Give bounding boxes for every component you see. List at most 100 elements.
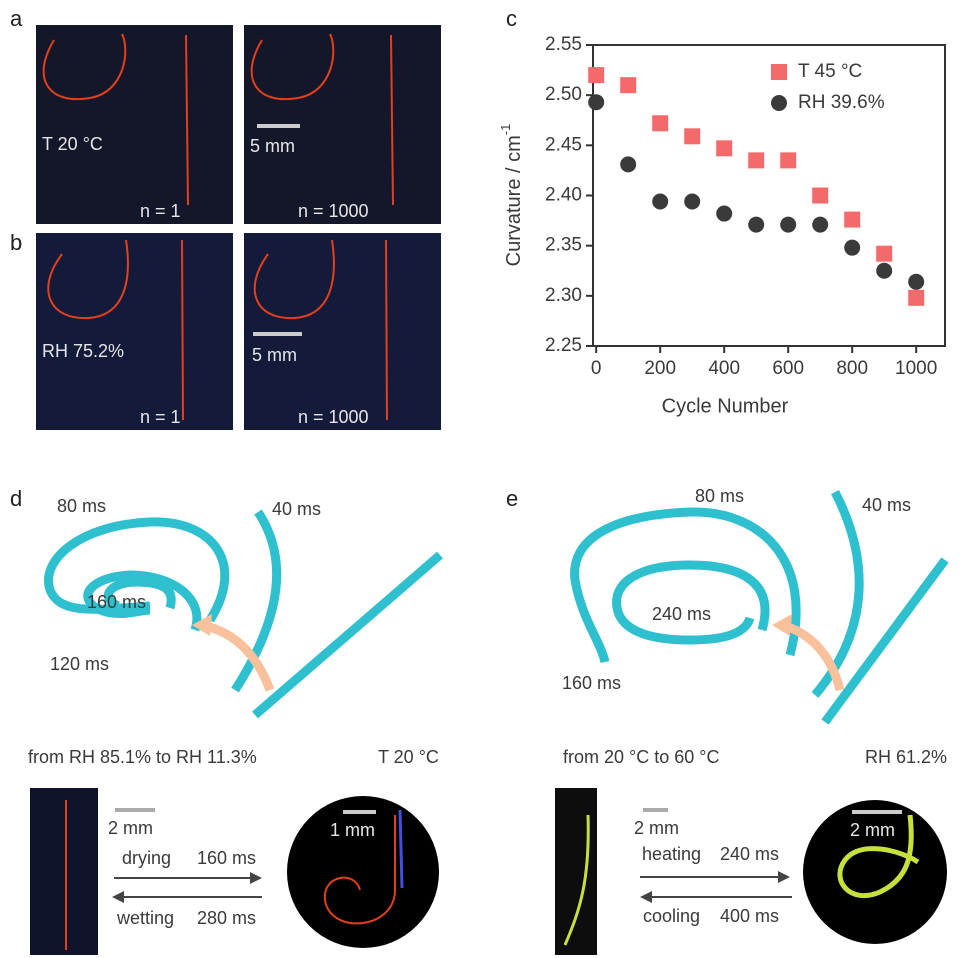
data-point: [844, 211, 861, 228]
data-point: [844, 239, 861, 256]
chart: Cycle Number Curvature / cm-1 2.25 2.30 2.…: [498, 34, 946, 417]
legend-marker: [771, 64, 787, 80]
data-point: [684, 128, 701, 145]
fiber: [42, 33, 127, 101]
data-point: [652, 115, 669, 132]
fiber: [837, 814, 920, 899]
fiber: [323, 815, 396, 925]
strip: [83, 570, 202, 632]
data-point: [652, 193, 669, 210]
x-tick-label: 800: [836, 358, 868, 379]
fiber: [563, 814, 590, 946]
process-time: 240 ms: [720, 844, 779, 864]
cycle-label: n = 1: [140, 201, 181, 221]
time-label: 40 ms: [862, 495, 911, 515]
y-tick-label: 2.40: [545, 185, 582, 206]
photo-label: RH 75.2%: [42, 341, 124, 361]
panel-letter: c: [506, 6, 517, 31]
y-axis-label: Curvature / cm-1: [498, 124, 525, 267]
arrow-head: [112, 891, 124, 903]
process-time: 400 ms: [720, 906, 779, 926]
legend-marker: [771, 95, 787, 111]
arrow-head: [778, 871, 790, 883]
time-label: 80 ms: [57, 496, 106, 516]
fiber: [181, 239, 184, 421]
scale-label: 5 mm: [250, 136, 295, 156]
photo-label: T 20 °C: [42, 134, 103, 154]
arrow-head: [192, 614, 212, 636]
y-tick-label: 2.35: [545, 235, 582, 256]
process-label: wetting: [116, 908, 174, 928]
time-label: 40 ms: [272, 499, 321, 519]
legend-label: T 45 °C: [798, 61, 862, 82]
fiber: [390, 34, 394, 206]
data-point: [908, 273, 925, 290]
photo: [30, 788, 98, 955]
x-axis-label: Cycle Number: [662, 395, 789, 417]
photo: [36, 233, 233, 430]
caption: from 20 °C to 60 °C: [563, 747, 719, 767]
panel-letter: e: [506, 486, 518, 511]
arrow-head: [250, 872, 262, 884]
arrow-head: [640, 891, 652, 903]
panel-letter: b: [10, 230, 22, 255]
time-label: 160 ms: [87, 592, 146, 612]
x-tick-label: 0: [591, 358, 602, 379]
caption: RH 61.2%: [865, 747, 947, 767]
strip: [570, 507, 801, 664]
data-point: [716, 140, 733, 157]
fiber: [185, 34, 189, 206]
fiber: [250, 33, 335, 101]
data-point: [780, 152, 797, 169]
strip: [103, 577, 176, 611]
data-point: [876, 262, 893, 279]
time-label: 120 ms: [50, 654, 109, 674]
y-axis-label-sup: -1: [498, 124, 513, 136]
process-label: heating: [642, 844, 701, 864]
panel-letter: d: [10, 486, 22, 511]
scale-label: 2 mm: [850, 820, 895, 840]
caption: from RH 85.1% to RH 11.3%: [28, 747, 257, 767]
strip: [44, 517, 230, 623]
process-label: drying: [122, 848, 171, 868]
data-point: [748, 152, 765, 169]
photo: [555, 788, 597, 955]
data-point: [588, 94, 605, 111]
process-time: 160 ms: [197, 848, 256, 868]
strip: [612, 560, 770, 645]
data-point: [812, 187, 829, 204]
fiber: [398, 809, 404, 889]
fiber: [385, 239, 388, 421]
data-point: [748, 216, 765, 233]
time-label: 240 ms: [652, 604, 711, 624]
y-tick-label: 2.25: [545, 335, 582, 356]
x-tick-label: 1000: [895, 358, 937, 379]
cycle-label: n = 1: [140, 407, 181, 427]
cycle-label: n = 1000: [298, 201, 369, 221]
legend-label: RH 39.6%: [798, 92, 885, 113]
y-axis-label-main: Curvature / cm: [503, 135, 525, 266]
scale-label: 2 mm: [108, 818, 153, 838]
data-point: [780, 216, 797, 233]
fiber: [47, 239, 129, 320]
data-point: [588, 67, 605, 84]
strip: [821, 557, 949, 725]
x-tick-label: 400: [708, 358, 740, 379]
caption: T 20 °C: [378, 747, 439, 767]
y-tick-label: 2.55: [545, 34, 582, 55]
time-label: 160 ms: [562, 673, 621, 693]
process-label: cooling: [643, 906, 700, 926]
arrow-head: [772, 614, 792, 636]
x-tick-label: 200: [644, 358, 676, 379]
photo: [36, 25, 233, 224]
strip: [231, 509, 282, 693]
data-point: [620, 156, 637, 173]
cycle-label: n = 1000: [298, 407, 369, 427]
strip: [252, 551, 443, 719]
process-time: 280 ms: [197, 908, 256, 928]
fiber: [253, 239, 335, 320]
plot-frame: [592, 44, 946, 347]
y-tick-label: 2.30: [545, 285, 582, 306]
scale-label: 5 mm: [252, 345, 297, 365]
